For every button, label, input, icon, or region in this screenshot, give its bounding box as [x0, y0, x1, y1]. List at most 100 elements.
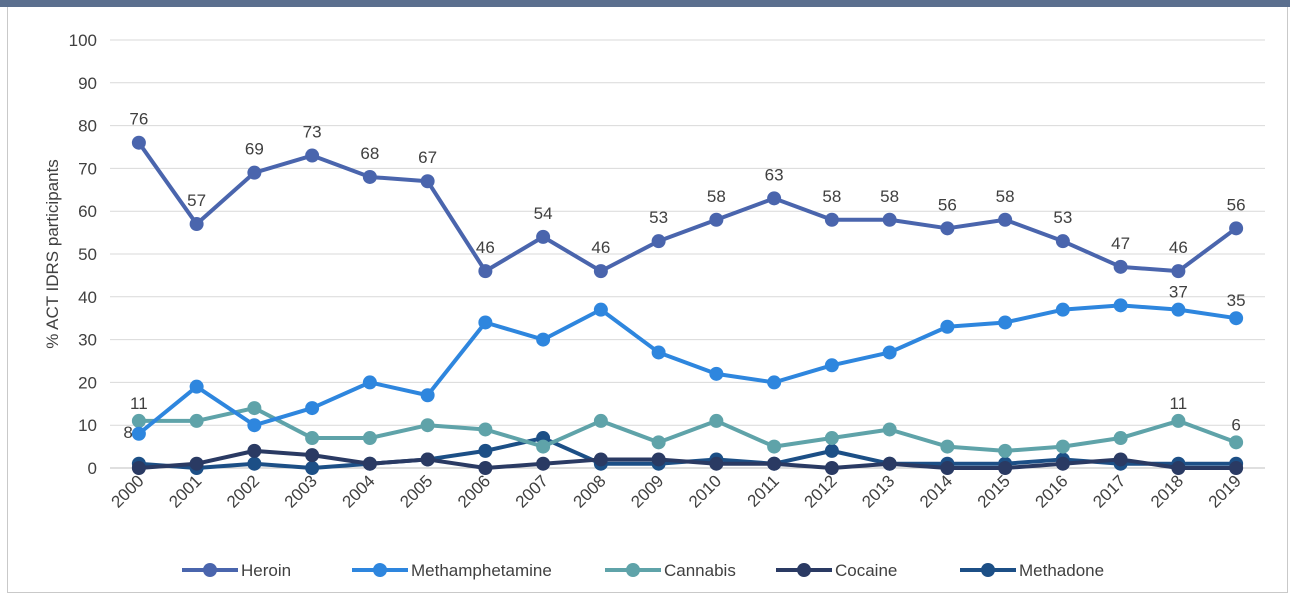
- series-layer: [131, 135, 1244, 475]
- x-tick-label: 2006: [454, 471, 494, 511]
- data-point: [420, 388, 435, 403]
- x-tick-label: 2001: [165, 471, 205, 511]
- data-point: [940, 319, 955, 334]
- data-point: [593, 452, 608, 467]
- legend: Heroin Methamphetamine Cannabis Cocaine Meth…: [182, 561, 1104, 580]
- x-tick-label: 2003: [281, 471, 321, 511]
- data-label: 46: [476, 238, 495, 257]
- data-point: [247, 418, 262, 433]
- data-point: [1113, 452, 1128, 467]
- data-point: [305, 448, 320, 463]
- y-tick-label: 100: [69, 31, 97, 50]
- data-point: [1229, 221, 1244, 236]
- data-point: [709, 413, 724, 428]
- y-tick-label: 40: [78, 288, 97, 307]
- data-label: 8: [123, 423, 132, 442]
- data-point: [998, 443, 1013, 458]
- data-point: [1055, 456, 1070, 471]
- data-point: [247, 456, 262, 471]
- legend-item-cannabis: Cannabis: [605, 561, 736, 580]
- data-label: 46: [591, 238, 610, 257]
- x-tick-label: 2012: [801, 471, 841, 511]
- legend-label: Heroin: [241, 561, 291, 580]
- y-tick-label: 0: [88, 459, 97, 478]
- data-label: 63: [765, 165, 784, 184]
- data-label: 58: [880, 187, 899, 206]
- data-label: 46: [1169, 238, 1188, 257]
- data-point: [189, 456, 204, 471]
- data-point: [767, 375, 782, 390]
- y-tick-label: 60: [78, 202, 97, 221]
- data-point: [824, 358, 839, 373]
- data-label: 58: [996, 187, 1015, 206]
- data-point: [1113, 259, 1128, 274]
- data-label: 47: [1111, 234, 1130, 253]
- data-label: 6: [1231, 415, 1240, 434]
- data-point: [536, 456, 551, 471]
- data-point: [998, 315, 1013, 330]
- data-point: [536, 439, 551, 454]
- x-tick-label: 2009: [627, 471, 667, 511]
- data-label: 57: [187, 191, 206, 210]
- data-label: 58: [822, 187, 841, 206]
- gridlines: [110, 39, 1265, 469]
- data-point: [1229, 311, 1244, 326]
- legend-marker: [797, 563, 811, 577]
- data-point: [247, 401, 262, 416]
- data-point: [824, 431, 839, 446]
- x-tick-label: 2007: [512, 471, 552, 511]
- series-line: [138, 406, 1237, 453]
- data-point: [478, 443, 493, 458]
- legend-marker: [203, 563, 217, 577]
- data-label: 76: [129, 110, 148, 129]
- data-point: [651, 345, 666, 360]
- data-point: [1113, 298, 1128, 313]
- legend-label: Cocaine: [835, 561, 897, 580]
- x-tick-label: 2018: [1147, 471, 1187, 511]
- legend-item-cocaine: Cocaine: [776, 561, 897, 580]
- data-point: [189, 413, 204, 428]
- legend-item-heroin: Heroin: [182, 561, 291, 580]
- data-label: 56: [938, 195, 957, 214]
- series-methamphetamine: [131, 298, 1244, 441]
- data-point: [593, 413, 608, 428]
- data-point: [131, 413, 146, 428]
- data-point: [131, 135, 146, 150]
- data-point: [305, 401, 320, 416]
- data-label: 11: [130, 394, 148, 413]
- data-point: [1171, 461, 1186, 475]
- data-point: [824, 443, 839, 458]
- series-line: [137, 303, 1237, 436]
- data-label: 37: [1169, 283, 1188, 302]
- data-point: [1055, 234, 1070, 249]
- data-point: [305, 431, 320, 446]
- data-point: [362, 169, 377, 184]
- data-label: 56: [1227, 195, 1246, 214]
- y-tick-label: 80: [78, 117, 97, 136]
- x-tick-label: 2008: [570, 471, 610, 511]
- x-tick-label: 2005: [396, 471, 436, 511]
- x-tick-label: 2017: [1089, 471, 1129, 511]
- data-point: [362, 456, 377, 471]
- data-label: 67: [418, 148, 437, 167]
- data-point: [882, 456, 897, 471]
- data-point: [420, 418, 435, 433]
- data-point: [709, 456, 724, 471]
- series-heroin: [131, 135, 1244, 279]
- legend-marker: [373, 563, 387, 577]
- x-tick-label: 2002: [223, 471, 263, 511]
- series-cannabis: [131, 401, 1244, 458]
- data-label: 58: [707, 187, 726, 206]
- data-point: [651, 452, 666, 467]
- data-point: [651, 234, 666, 249]
- legend-marker: [626, 563, 640, 577]
- data-point: [651, 435, 666, 450]
- data-point: [305, 148, 320, 163]
- series-cocaine: [131, 443, 1244, 475]
- data-point: [478, 422, 493, 437]
- y-axis-label: % ACT IDRS participants: [43, 159, 62, 349]
- data-point: [536, 332, 551, 347]
- data-point: [940, 461, 955, 475]
- legend-item-methadone: Methadone: [960, 561, 1104, 580]
- data-point: [478, 315, 493, 330]
